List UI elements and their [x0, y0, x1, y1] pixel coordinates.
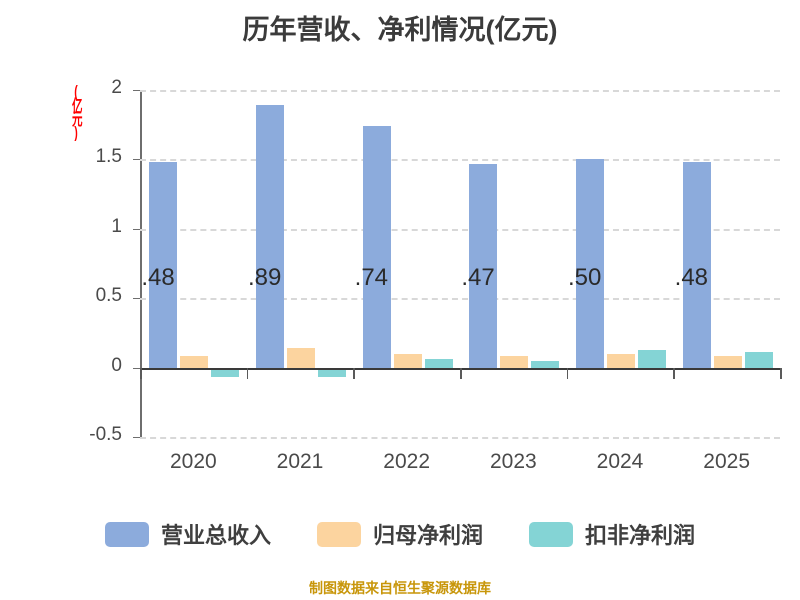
bar-2021-series-1[interactable]	[287, 348, 315, 368]
x-tick-mark	[673, 368, 675, 379]
x-tick-mark	[140, 368, 142, 379]
bar-2020-series-1[interactable]	[180, 356, 209, 368]
x-tick-mark	[460, 368, 462, 379]
x-tick-label-2024: 2024	[596, 450, 644, 473]
bar-2024-series-2[interactable]	[638, 349, 666, 368]
y-tick-mark	[133, 90, 140, 91]
gridline	[140, 90, 780, 92]
bar-2024-series-1[interactable]	[607, 353, 635, 368]
gridline	[140, 298, 780, 301]
bar-2025-series-0[interactable]	[682, 162, 711, 368]
bar-2024-series-0[interactable]	[576, 159, 604, 368]
bar-2021-series-2[interactable]	[318, 367, 346, 378]
bar-2023-series-0[interactable]	[469, 163, 498, 368]
bar-2022-series-2[interactable]	[424, 359, 453, 368]
legend-item-0[interactable]: 营业总收入	[104, 518, 271, 550]
bar-2022-series-1[interactable]	[393, 353, 422, 368]
y-tick-mark	[133, 159, 140, 161]
bar-2025-series-1[interactable]	[713, 356, 742, 368]
y-tick-mark	[133, 367, 140, 369]
footer-source-note: 制图数据来自恒生聚源数据库	[309, 580, 491, 596]
x-tick-mark	[780, 368, 782, 379]
y-tick-label: 0	[111, 354, 122, 376]
y-tick-mark	[133, 298, 140, 300]
x-tick-mark	[246, 368, 249, 379]
y-tick-mark	[133, 228, 140, 230]
chart-legend: 营业总收入 归母净利润 扣非净利润	[0, 518, 800, 550]
x-tick-label-2025: 2025	[703, 450, 751, 473]
y-tick-label: 1.5	[95, 146, 122, 168]
legend-swatch-icon	[104, 521, 149, 547]
legend-label: 扣非净利润	[585, 523, 696, 548]
legend-swatch-icon	[529, 521, 573, 547]
legend-item-1[interactable]: 归母净利润	[316, 518, 483, 550]
y-axis-line	[140, 90, 142, 437]
y-tick-label: 2	[111, 77, 122, 98]
bar-2022-series-0[interactable]	[362, 126, 391, 368]
x-tick-label-2022: 2022	[383, 450, 431, 473]
y-tick-label: 0.5	[95, 285, 122, 307]
y-tick-label: 1	[111, 215, 122, 237]
x-tick-label-2020: 2020	[169, 450, 217, 473]
bar-2023-series-2[interactable]	[531, 360, 560, 368]
y-tick-label: -0.5	[89, 424, 122, 445]
legend-swatch-icon	[316, 521, 361, 547]
gridline	[140, 228, 780, 231]
bar-2020-series-2[interactable]	[211, 367, 240, 378]
legend-label: 营业总收入	[160, 523, 271, 548]
gridline	[140, 437, 780, 439]
x-tick-label-2023: 2023	[489, 450, 537, 473]
gridline	[140, 159, 780, 162]
x-tick-mark	[566, 368, 569, 379]
x-tick-label-2021: 2021	[276, 450, 324, 473]
page-title: 历年营收、净利情况(亿元)	[242, 15, 558, 45]
x-tick-mark	[353, 368, 355, 379]
legend-item-2[interactable]: 扣非净利润	[529, 518, 695, 550]
plot-area: .48.89.74.47.50.48	[133, 90, 780, 439]
legend-label: 归母净利润	[372, 523, 483, 548]
y-axis-unit-label: (亿元)	[70, 82, 82, 138]
y-tick-mark	[133, 437, 140, 438]
bar-2020-series-0[interactable]	[149, 162, 178, 368]
bar-2025-series-2[interactable]	[744, 352, 773, 368]
bar-2023-series-1[interactable]	[500, 356, 529, 368]
bar-2021-series-0[interactable]	[256, 105, 284, 368]
